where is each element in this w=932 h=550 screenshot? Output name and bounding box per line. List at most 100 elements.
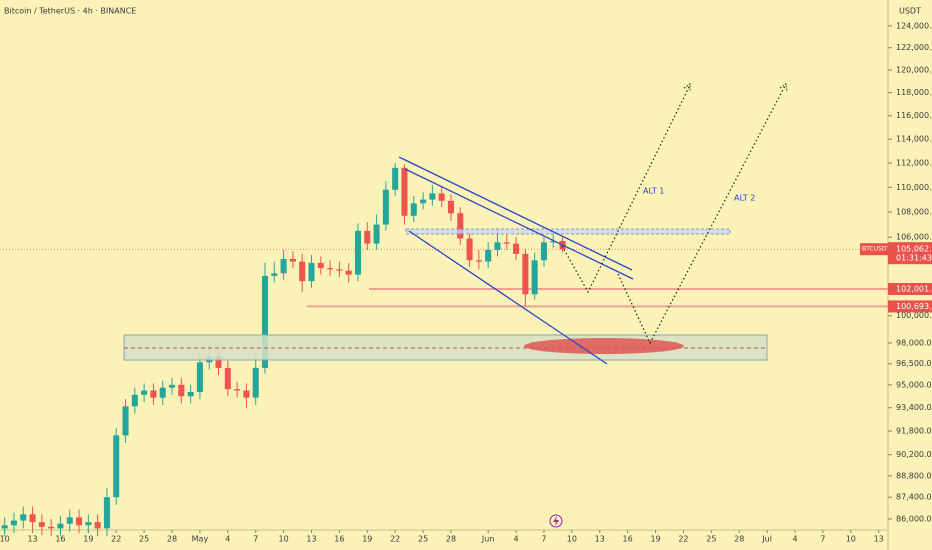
x-tick-label: 4 (514, 535, 519, 544)
x-tick-label: 22 (678, 535, 688, 544)
candle-body (29, 514, 36, 523)
candle-body (494, 242, 501, 250)
y-tick-label: 93,400.00 (896, 403, 932, 412)
y-tick-label: 98,000.00 (896, 338, 932, 347)
candle-body (178, 384, 185, 397)
x-tick-label: 10 (567, 535, 577, 544)
candle-body (485, 249, 492, 262)
candle-body (550, 241, 557, 243)
candle-body (196, 362, 203, 392)
y-tick-label: 110,000.00 (896, 183, 932, 192)
x-tick-label: 4 (792, 535, 797, 544)
candle-body (1, 525, 8, 529)
candle-body (522, 253, 529, 295)
candle-body (85, 522, 92, 526)
candle-body (234, 389, 241, 391)
candle-body (299, 261, 306, 282)
x-tick-label: 19 (83, 535, 93, 544)
x-tick-label: 13 (27, 535, 37, 544)
candle-body (401, 167, 408, 216)
price-tag (888, 300, 932, 313)
y-tick-label: 108,000.00 (896, 208, 932, 217)
candle-body (382, 189, 389, 225)
candle-body (336, 269, 343, 271)
x-tick-label: May (192, 535, 209, 544)
y-tick-label: 95,000.00 (896, 380, 932, 389)
x-tick-label: 19 (650, 535, 660, 544)
candle-body (420, 199, 427, 204)
x-tick-label: 13 (595, 535, 605, 544)
event-icon-bolt (553, 516, 559, 526)
y-tick-label: 96,500.00 (896, 359, 932, 368)
x-tick-label: 22 (111, 535, 121, 544)
annotation: ALT 1 (643, 187, 664, 196)
annotation: ALT 2 (734, 194, 755, 203)
y-tick-label: 118,000.00 (896, 88, 932, 97)
target-ellipse (524, 338, 684, 354)
x-tick-label: 13 (874, 535, 884, 544)
candle-body (364, 230, 371, 244)
x-tick-label: 19 (362, 535, 372, 544)
y-tick-label: 114,000.00 (896, 135, 932, 144)
y-tick-label: 116,000.00 (896, 111, 932, 120)
x-tick-label: 28 (734, 535, 744, 544)
candle-body (271, 273, 278, 276)
x-tick-label: 28 (446, 535, 456, 544)
candle-body (466, 238, 473, 261)
candle-body (252, 367, 259, 398)
candle-body (76, 517, 83, 526)
candle-body (503, 242, 510, 244)
candle-body (150, 390, 157, 398)
price-tag (888, 242, 932, 265)
candle-body (317, 262, 324, 269)
alt1-arrow (683, 83, 691, 92)
candle-body (103, 497, 110, 529)
x-tick-label: 22 (390, 535, 400, 544)
alt2-arrow (779, 83, 788, 93)
alt1-path (561, 84, 691, 294)
candle-body (531, 260, 538, 295)
x-tick-label: 16 (623, 535, 633, 544)
x-tick-label: 16 (334, 535, 344, 544)
candle-body (168, 384, 176, 388)
candle-body (354, 230, 362, 275)
resistance-box (405, 228, 731, 235)
y-tick-label: 112,000.00 (896, 159, 932, 168)
chart-title: Bitcoin / TetherUS · 4h · BINANCE (4, 7, 136, 16)
candle-body (159, 387, 166, 398)
x-tick-label: 25 (139, 535, 149, 544)
event-icon[interactable] (549, 514, 563, 528)
price-tag-label: 105,062.17 (896, 245, 932, 254)
candle-body (475, 260, 482, 262)
price-tag-label: 102,001.77 (896, 285, 932, 294)
x-tick-label: 10 (846, 535, 856, 544)
candle-body (280, 258, 287, 274)
candle-body (373, 224, 380, 244)
channel-upper-2 (404, 168, 634, 280)
candle-body (289, 258, 296, 262)
candle-body (122, 406, 129, 436)
candle-body (113, 435, 120, 498)
currency-label: USDT (899, 7, 921, 16)
candle-body (513, 243, 520, 254)
candle-body (327, 268, 334, 270)
y-tick-label: 124,000.00 (896, 21, 932, 30)
candle-body (540, 242, 547, 261)
x-tick-label: Jun (481, 535, 495, 544)
candle-body (141, 390, 148, 395)
y-tick-label: 106,000.00 (896, 233, 932, 242)
y-tick-label: 100,000.00 (896, 311, 932, 320)
candle-body (308, 262, 315, 282)
x-tick-label: 7 (820, 535, 825, 544)
x-tick-label: 4 (225, 535, 230, 544)
x-tick-label: 7 (541, 535, 546, 544)
x-tick-label: 25 (706, 535, 716, 544)
candle-body (410, 203, 417, 216)
candle-body (94, 522, 101, 529)
candle-body (131, 394, 138, 407)
y-tick-label: 120,000.00 (896, 66, 932, 75)
candle-body (447, 200, 454, 214)
candle-body (66, 517, 73, 524)
